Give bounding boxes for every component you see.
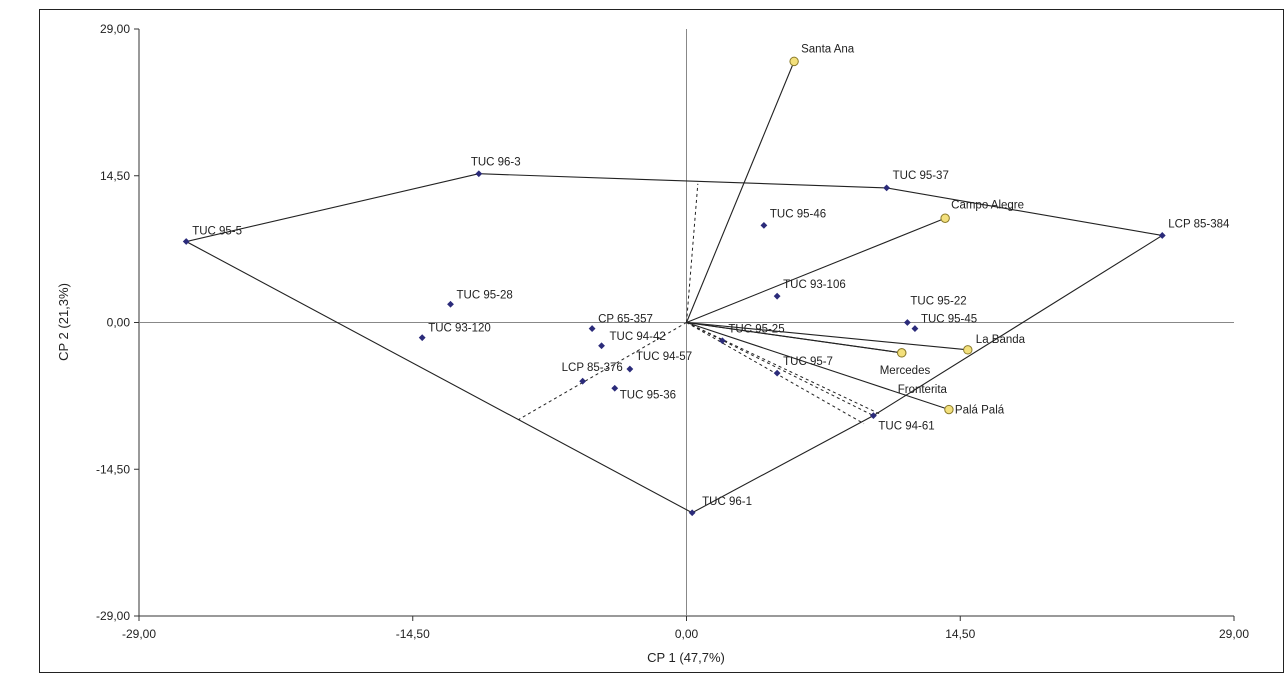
label-tuc-96-3: TUC 96-3 bbox=[471, 157, 521, 169]
perpendicular-dashed-line bbox=[686, 183, 699, 323]
y-tick-label: 14,50 bbox=[100, 169, 130, 183]
x-tick-label: 14,50 bbox=[945, 627, 975, 641]
perpendicular-dashed-line bbox=[686, 322, 874, 417]
vector-fronterita bbox=[686, 321, 902, 354]
vector-pal-pal bbox=[686, 321, 950, 411]
point-tuc-95-25 bbox=[718, 337, 726, 345]
label-cp-65-357: CP 65-357 bbox=[598, 314, 653, 326]
vector-santa-ana bbox=[685, 61, 795, 323]
label-santa-ana: Santa Ana bbox=[801, 43, 855, 55]
x-tick-label: -29,00 bbox=[122, 627, 156, 641]
point-la-banda bbox=[963, 345, 973, 355]
label-lcp-85-384: LCP 85-384 bbox=[1168, 218, 1230, 230]
point-tuc-96-3 bbox=[475, 170, 483, 178]
point-lcp-85-376 bbox=[579, 377, 587, 385]
point-pal-pal bbox=[944, 404, 954, 415]
labels-group: TUC 96-3 TUC 95-5 TUC 95-28 TUC 93-120 CP 65… bbox=[192, 43, 1230, 507]
label-la-banda: La Banda bbox=[976, 334, 1026, 346]
point-tuc-96-1 bbox=[688, 509, 696, 517]
point-cp-65-357 bbox=[588, 325, 596, 332]
x-tick-label: 0,00 bbox=[675, 627, 699, 641]
label-tuc-95-28: TUC 95-28 bbox=[457, 289, 513, 301]
point-tuc-95-37 bbox=[883, 184, 891, 192]
y-tick-label: 29,00 bbox=[100, 22, 130, 36]
y-tick-label: 0,00 bbox=[107, 316, 131, 330]
point-tuc-93-120 bbox=[418, 334, 426, 342]
point-fronterita bbox=[897, 348, 907, 358]
axes-group: -29,00 -14,50 0,00 14,50 29,00 29,00 14,50 0,00… bbox=[96, 22, 1249, 641]
label-tuc-95-7: TUC 95-7 bbox=[783, 356, 833, 368]
label-tuc-94-42: TUC 94-42 bbox=[610, 331, 666, 343]
point-tuc-95-22 bbox=[903, 319, 911, 326]
point-tuc-94-61 bbox=[870, 412, 877, 420]
chart-frame bbox=[39, 9, 1284, 673]
point-tuc-94-42 bbox=[598, 342, 605, 350]
label-lcp-85-376: LCP 85-376 bbox=[562, 362, 623, 374]
label-campo-alegre: Campo Alegre bbox=[951, 199, 1024, 211]
label-tuc-93-120: TUC 93-120 bbox=[428, 323, 491, 335]
y-axis-title: CP 2 (21,3%) bbox=[56, 283, 71, 361]
label-tuc-95-5: TUC 95-5 bbox=[192, 226, 242, 238]
label-tuc-96-1: TUC 96-1 bbox=[702, 496, 752, 508]
y-tick-label: -14,50 bbox=[96, 462, 130, 476]
point-tuc-94-57 bbox=[626, 365, 634, 373]
label-tuc-95-37: TUC 95-37 bbox=[893, 170, 949, 182]
point-tuc-95-46 bbox=[760, 221, 768, 229]
y-tick-label: -29,00 bbox=[96, 609, 130, 623]
x-tick-label: 29,00 bbox=[1219, 627, 1249, 641]
label-tuc-94-57: TUC 94-57 bbox=[636, 351, 692, 363]
vector-campo-alegre bbox=[686, 217, 946, 324]
point-tuc-95-36 bbox=[611, 384, 619, 392]
point-tuc-95-5 bbox=[182, 238, 190, 245]
points-group bbox=[182, 56, 1166, 517]
label-mercedes: Mercedes bbox=[880, 365, 931, 377]
point-tuc-95-7 bbox=[773, 369, 781, 377]
label-tuc-94-61: TUC 94-61 bbox=[878, 421, 934, 433]
label-tuc-95-46: TUC 95-46 bbox=[770, 208, 826, 220]
point-tuc-95-28 bbox=[447, 300, 454, 308]
point-tuc-93-106 bbox=[773, 292, 781, 300]
point-lcp-85-384 bbox=[1158, 232, 1166, 239]
point-tuc-95-45 bbox=[911, 325, 919, 332]
label-tuc-93-106: TUC 93-106 bbox=[783, 279, 846, 291]
vector-la-banda bbox=[686, 321, 968, 351]
label-pal-pal: Palá Palá bbox=[955, 405, 1005, 417]
label-tuc-95-45: TUC 95-45 bbox=[921, 314, 977, 326]
point-campo-alegre bbox=[940, 213, 950, 223]
point-santa-ana bbox=[789, 56, 799, 67]
perpendicular-dashed-line bbox=[518, 322, 687, 421]
label-fronterita: Fronterita bbox=[898, 384, 948, 396]
x-axis-title: CP 1 (47,7%) bbox=[647, 650, 725, 665]
lines-group bbox=[184, 61, 1164, 514]
x-tick-label: -14,50 bbox=[396, 627, 430, 641]
label-tuc-95-22: TUC 95-22 bbox=[910, 296, 966, 308]
label-tuc-95-36: TUC 95-36 bbox=[620, 389, 676, 401]
label-tuc-95-25: TUC 95-25 bbox=[728, 324, 784, 336]
